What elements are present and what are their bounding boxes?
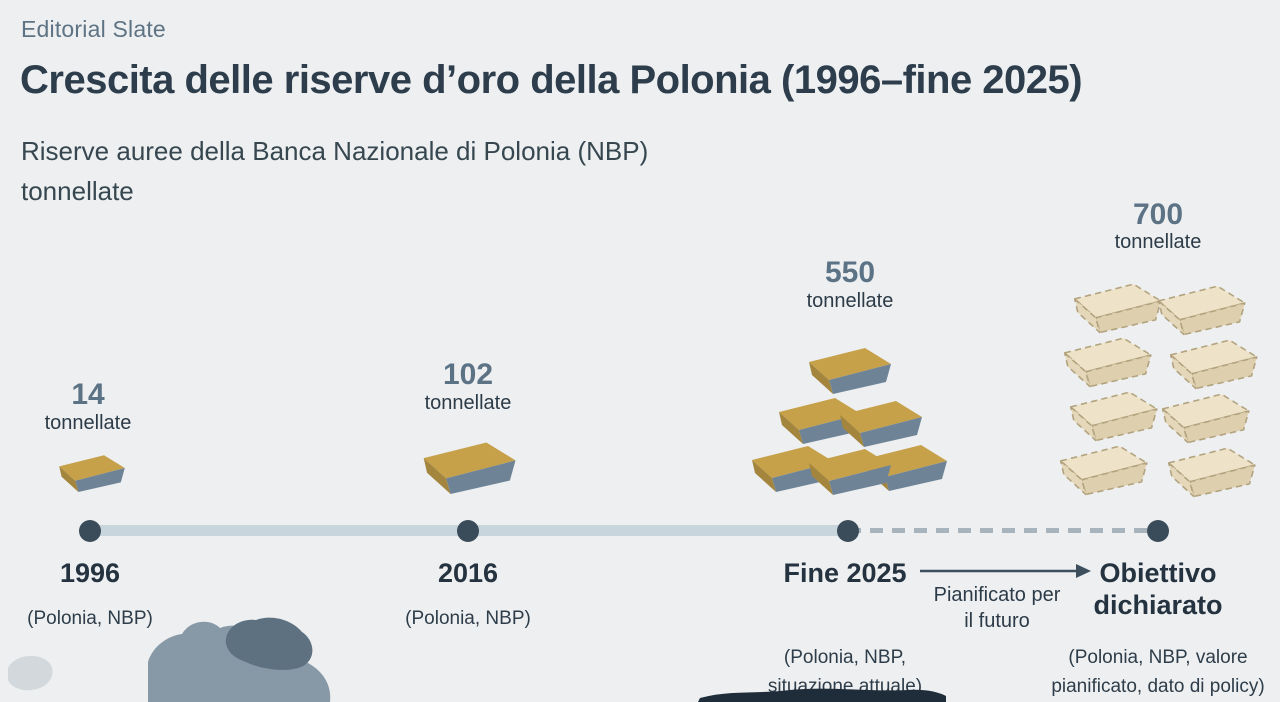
gold-stack-icon (752, 348, 947, 495)
map-islet (192, 678, 200, 686)
page-title: Crescita delle riserve d’oro della Polon… (20, 58, 1083, 102)
source-1996: (Polonia, NBP) (27, 608, 153, 629)
future-note: Pianificato per il futuro (933, 584, 1061, 632)
kicker: Editorial Slate (21, 16, 166, 42)
map-landmass-dark (225, 617, 313, 670)
gold-stack-dashed-icon (1059, 283, 1258, 498)
year-label-2016: 2016 (437, 558, 499, 588)
value-unit-1996: tonnellate (44, 412, 132, 434)
value-fine-2025: 550 (824, 256, 876, 289)
unit-label: tonnellate (21, 176, 134, 206)
map-islet (207, 688, 213, 694)
timeline-dot-1996 (79, 520, 101, 542)
gold-bar-icon (59, 455, 125, 492)
source-target: (Polonia, NBP, valore pianificato, dato … (1051, 647, 1265, 698)
timeline-dot-fine-2025 (837, 520, 859, 542)
map-island-light (8, 655, 53, 691)
year-label-1996: 1996 (59, 558, 121, 588)
value-unit-fine-2025: tonnellate (806, 290, 894, 312)
value-1996: 14 (71, 378, 105, 411)
timeline-dot-target (1147, 520, 1169, 542)
timeline-dot-2016 (457, 520, 479, 542)
year-label-target: Obiettivo dichiarato (1093, 558, 1223, 620)
value-2016: 102 (442, 358, 494, 391)
map-illustration (8, 617, 331, 702)
arrow-right-icon (920, 564, 1091, 578)
value-unit-2016: tonnellate (424, 392, 512, 414)
gold-bar-icon (423, 442, 516, 494)
chart-subtitle: Riserve auree della Banca Nazionale di P… (21, 136, 649, 166)
source-2016: (Polonia, NBP) (405, 608, 531, 629)
value-unit-target: tonnellate (1114, 231, 1202, 253)
timeline-track-dashed (848, 528, 1158, 533)
value-target: 700 (1132, 198, 1184, 231)
bottom-dark-shape (698, 688, 946, 702)
year-label-fine-2025: Fine 2025 (783, 558, 907, 588)
